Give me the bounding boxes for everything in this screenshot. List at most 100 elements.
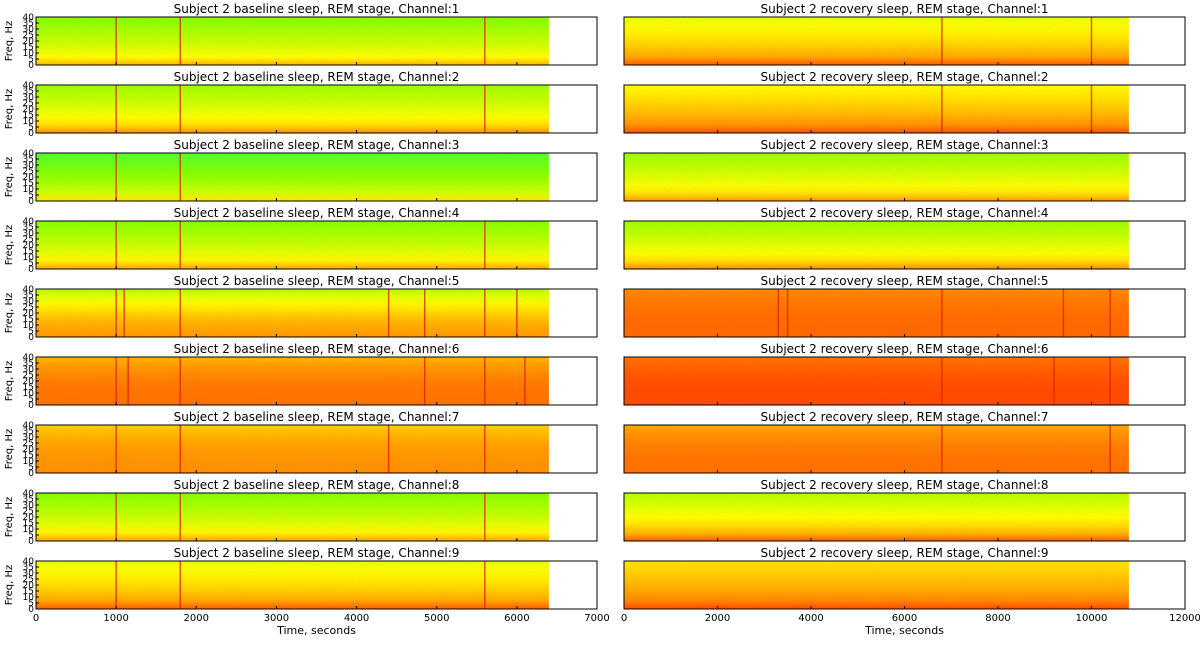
spectrogram-noise <box>36 425 549 473</box>
y-tick-label: 5 <box>28 191 34 201</box>
y-tick-label: 0 <box>28 265 34 275</box>
y-tick-label: 5 <box>28 531 34 541</box>
spectrogram-noise <box>36 289 549 337</box>
spectrogram-panel: Subject 2 recovery sleep, REM stage, Cha… <box>623 70 1186 134</box>
spectrogram-panel: Subject 2 baseline sleep, REM stage, Cha… <box>4 478 598 547</box>
y-tick-label: 25 <box>23 235 34 245</box>
spectrogram-panel: Subject 2 recovery sleep, REM stage, Cha… <box>623 2 1186 66</box>
x-tick-label: 0 <box>621 613 627 624</box>
x-tick-label: 5000 <box>424 613 449 624</box>
x-tick-label: 0 <box>33 613 39 624</box>
y-tick-label: 30 <box>23 569 35 579</box>
y-tick-label: 40 <box>23 81 35 91</box>
y-tick-label: 20 <box>23 513 35 523</box>
y-tick-label: 25 <box>23 371 34 381</box>
y-tick-label: 15 <box>23 111 34 121</box>
spectrogram-noise <box>36 357 549 405</box>
y-axis-label: Freq, Hz <box>4 293 15 334</box>
y-tick-label: 30 <box>23 229 35 239</box>
y-tick-label: 40 <box>23 489 35 499</box>
y-tick-label: 20 <box>23 241 35 251</box>
y-axis-label: Freq, Hz <box>4 21 15 62</box>
y-tick-label: 0 <box>28 605 34 615</box>
x-tick-label: 2000 <box>184 613 209 624</box>
spectrogram-noise <box>36 561 549 609</box>
y-axis-label: Freq, Hz <box>4 89 15 130</box>
y-tick-label: 0 <box>28 61 34 71</box>
spectrogram-panel: Subject 2 baseline sleep, REM stage, Cha… <box>4 546 610 637</box>
panel-title: Subject 2 baseline sleep, REM stage, Cha… <box>174 2 460 16</box>
spectrogram-noise <box>36 221 549 269</box>
y-tick-label: 25 <box>23 575 34 585</box>
spectrogram-panel: Subject 2 baseline sleep, REM stage, Cha… <box>4 342 598 411</box>
y-tick-label: 40 <box>23 421 35 431</box>
y-tick-label: 35 <box>23 427 34 437</box>
panel-title: Subject 2 recovery sleep, REM stage, Cha… <box>760 70 1048 84</box>
x-axis-label: Time, seconds <box>864 624 944 637</box>
panel-title: Subject 2 baseline sleep, REM stage, Cha… <box>174 206 460 220</box>
y-tick-label: 5 <box>28 55 34 65</box>
x-tick-label: 4000 <box>798 613 823 624</box>
y-axis-label: Freq, Hz <box>4 565 15 606</box>
y-tick-label: 15 <box>23 519 34 529</box>
x-tick-label: 2000 <box>705 613 730 624</box>
y-tick-label: 35 <box>23 495 34 505</box>
spectrogram-noise <box>624 221 1129 269</box>
spectrogram-panel: Subject 2 baseline sleep, REM stage, Cha… <box>4 2 598 71</box>
y-axis-label: Freq, Hz <box>4 225 15 266</box>
y-tick-label: 40 <box>23 353 35 363</box>
y-tick-label: 35 <box>23 223 34 233</box>
panel-title: Subject 2 recovery sleep, REM stage, Cha… <box>760 342 1048 356</box>
spectrogram-noise <box>624 85 1129 133</box>
y-tick-label: 20 <box>23 37 35 47</box>
y-tick-label: 10 <box>23 253 35 263</box>
y-tick-label: 20 <box>23 173 35 183</box>
y-tick-label: 30 <box>23 161 35 171</box>
y-tick-label: 10 <box>23 185 35 195</box>
spectrogram-noise <box>624 493 1129 541</box>
y-tick-label: 30 <box>23 297 35 307</box>
y-tick-label: 25 <box>23 303 34 313</box>
y-tick-label: 0 <box>28 197 34 207</box>
y-tick-label: 10 <box>23 117 35 127</box>
spectrogram-panel: Subject 2 recovery sleep, REM stage, Cha… <box>623 274 1186 338</box>
x-tick-label: 1000 <box>103 613 128 624</box>
y-tick-label: 15 <box>23 247 34 257</box>
panel-title: Subject 2 baseline sleep, REM stage, Cha… <box>174 478 460 492</box>
spectrogram-panel: Subject 2 recovery sleep, REM stage, Cha… <box>623 410 1186 474</box>
y-tick-label: 20 <box>23 105 35 115</box>
y-tick-label: 40 <box>23 557 35 567</box>
x-tick-label: 6000 <box>504 613 529 624</box>
y-tick-label: 35 <box>23 87 34 97</box>
x-tick-label: 12000 <box>1169 613 1200 624</box>
y-axis-label: Freq, Hz <box>4 429 15 470</box>
panel-title: Subject 2 baseline sleep, REM stage, Cha… <box>174 138 460 152</box>
panel-title: Subject 2 baseline sleep, REM stage, Cha… <box>174 410 460 424</box>
y-tick-label: 10 <box>23 525 35 535</box>
x-tick-label: 6000 <box>892 613 917 624</box>
y-tick-label: 5 <box>28 123 34 133</box>
spectrogram-panel: Subject 2 recovery sleep, REM stage, Cha… <box>621 546 1200 637</box>
spectrogram-noise <box>624 289 1129 337</box>
spectrogram-panel: Subject 2 recovery sleep, REM stage, Cha… <box>623 478 1186 542</box>
y-tick-label: 40 <box>23 217 35 227</box>
spectrogram-panel: Subject 2 baseline sleep, REM stage, Cha… <box>4 138 598 207</box>
y-tick-label: 40 <box>23 285 35 295</box>
y-axis-label: Freq, Hz <box>4 157 15 198</box>
y-tick-label: 40 <box>23 13 35 23</box>
panel-title: Subject 2 baseline sleep, REM stage, Cha… <box>174 546 460 560</box>
spectrogram-noise <box>624 153 1129 201</box>
y-tick-label: 10 <box>23 321 35 331</box>
y-tick-label: 15 <box>23 315 34 325</box>
panel-title: Subject 2 recovery sleep, REM stage, Cha… <box>760 274 1048 288</box>
spectrogram-noise <box>36 85 549 133</box>
y-tick-label: 20 <box>23 445 35 455</box>
panel-title: Subject 2 recovery sleep, REM stage, Cha… <box>760 2 1048 16</box>
y-tick-label: 35 <box>23 359 34 369</box>
y-tick-label: 0 <box>28 129 34 139</box>
panel-title: Subject 2 recovery sleep, REM stage, Cha… <box>760 410 1048 424</box>
y-tick-label: 20 <box>23 309 35 319</box>
y-tick-label: 10 <box>23 389 35 399</box>
